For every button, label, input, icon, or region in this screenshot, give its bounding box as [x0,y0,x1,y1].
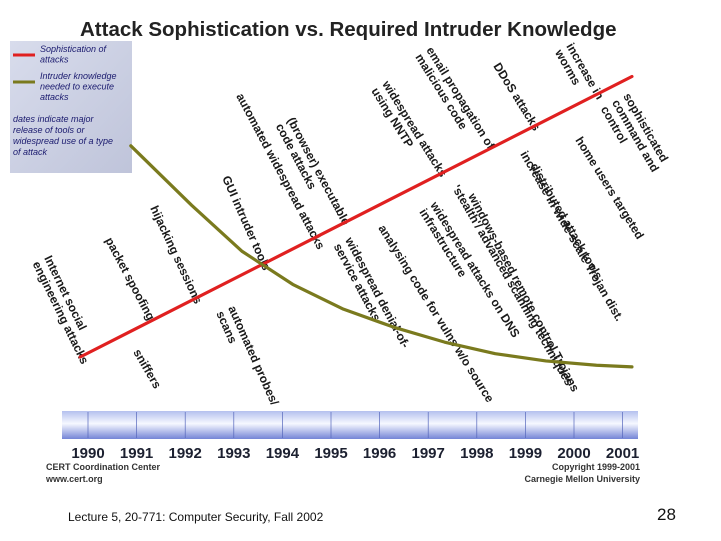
legend-note: release of tools or [13,125,86,135]
legend-box [10,41,132,173]
annotation-label: sniffers [130,347,164,392]
annotation: packet spoofing [102,235,158,323]
legend-label: attacks [40,92,69,102]
annotation: sniffers [130,347,164,392]
timeline-ticks [87,412,623,438]
legend-label: Sophistication of [40,44,108,54]
series-layer [78,74,634,369]
annotation-label: packet spoofing [102,235,158,323]
legend-label: needed to execute [40,82,114,92]
annotation: hijacking sessions [147,203,205,306]
annotation: GUI intruder tools [219,174,273,273]
annotation-label: GUI intruder tools [219,174,273,273]
credit-left-org: CERT Coordination Center [46,462,160,472]
annotation: DDoS attacks [490,60,543,133]
year-label: 1999 [509,445,542,462]
legend-note: widespread use of a type [13,136,113,146]
annotation: home users targeted [572,134,646,242]
legend-note: dates indicate major [13,114,95,124]
year-label: 1997 [412,445,445,462]
credit-left-url: www.cert.org [45,474,103,484]
year-label: 2001 [606,445,639,462]
year-label: 1996 [363,445,396,462]
year-label: 1990 [71,445,104,462]
annotation-label: DDoS attacks [490,60,543,133]
page-number: 28 [657,505,676,524]
year-label: 2000 [557,445,590,462]
legend-label: Intruder knowledge [40,71,117,81]
annotation-label: hijacking sessions [147,203,205,306]
slide-footer: Lecture 5, 20-771: Computer Security, Fa… [68,510,324,524]
year-label: 1993 [217,445,250,462]
credit-right-univ: Carnegie Mellon University [524,474,640,484]
year-labels: 1990 1991 1992 1993 1994 1995 1996 1997 1998 1999… [71,445,639,462]
chart-title: Attack Sophistication vs. Required Intru… [80,18,617,41]
timeline-band [62,411,638,439]
year-label: 1994 [266,445,300,462]
legend-note: of attack [13,147,48,157]
year-label: 1995 [314,445,347,462]
annotation-label: automated probes/ [225,304,282,408]
year-label: 1991 [120,445,153,462]
credit-right-copyright: Copyright 1999-2001 [552,462,640,472]
year-label: 1998 [460,445,493,462]
year-label: 1992 [169,445,202,462]
annotation-label: home users targeted [572,134,646,242]
series-line [129,144,634,369]
annotation-label: email propagation of [423,44,498,152]
legend-label: attacks [40,55,69,65]
annotation: automated probes/scans [213,304,282,408]
series-line [78,74,634,359]
